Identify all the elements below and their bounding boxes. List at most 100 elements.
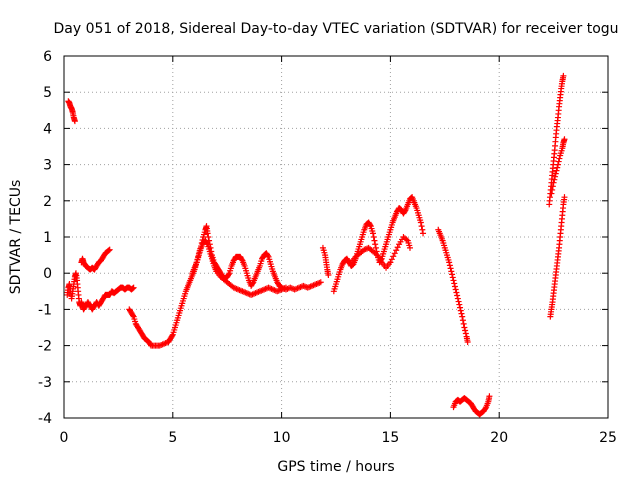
data-point	[317, 279, 324, 286]
data-point	[446, 259, 453, 266]
data-point	[457, 307, 464, 314]
data-point	[486, 393, 493, 400]
data-point	[367, 221, 374, 228]
data-point	[453, 289, 460, 296]
data-point	[548, 190, 555, 197]
data-point	[451, 280, 458, 287]
y-tick-label: 2	[43, 194, 52, 210]
data-point	[129, 312, 136, 319]
data-point	[560, 72, 567, 79]
data-point	[105, 247, 112, 254]
data-point	[553, 167, 560, 174]
data-point	[406, 244, 413, 251]
data-point	[462, 330, 469, 337]
y-tick-label: -2	[38, 339, 52, 355]
data-point	[225, 271, 232, 278]
data-point	[388, 256, 395, 263]
data-point	[288, 285, 295, 292]
data-point	[420, 230, 427, 237]
data-point	[550, 179, 557, 186]
x-tick-label: 5	[168, 430, 177, 446]
x-tick-labels: 0 5 10 15 20 25	[60, 430, 617, 446]
data-point	[205, 234, 212, 240]
data-point	[401, 208, 408, 215]
data-point	[482, 405, 489, 412]
y-tick-label: 6	[43, 49, 52, 65]
data-point	[549, 183, 556, 190]
data-point	[129, 285, 136, 292]
data-point	[372, 244, 379, 251]
data-point	[462, 327, 469, 334]
data-point	[451, 283, 458, 290]
data-point	[549, 186, 556, 193]
data-point	[390, 253, 397, 260]
grid-lines	[64, 56, 608, 418]
data-point	[371, 237, 378, 244]
data-point	[418, 223, 425, 230]
data-point	[460, 320, 467, 327]
data-point	[561, 194, 568, 201]
x-axis-label: GPS time / hours	[277, 459, 394, 475]
y-tick-label: 0	[43, 266, 52, 282]
data-point	[370, 234, 377, 240]
data-point	[264, 252, 271, 259]
data-point	[282, 284, 289, 291]
y-tick-label: 4	[43, 121, 52, 137]
x-tick-label: 20	[490, 430, 508, 446]
y-tick-label: 1	[43, 230, 52, 246]
y-tick-label: 5	[43, 85, 52, 101]
data-point	[301, 283, 308, 290]
data-point	[455, 298, 462, 305]
y-tick-label: 3	[43, 158, 52, 174]
y-axis-label: SDTVAR / TECUs	[8, 180, 24, 295]
data-point	[238, 256, 245, 263]
y-tick-label: -1	[38, 302, 52, 318]
data-point	[459, 313, 466, 320]
data-point	[459, 317, 466, 324]
data-point	[449, 274, 456, 281]
data-point	[554, 161, 561, 168]
data-point	[394, 244, 401, 251]
x-tick-label: 10	[273, 430, 291, 446]
data-point	[325, 272, 332, 279]
data-point	[556, 155, 563, 162]
data-point	[393, 247, 400, 254]
data-point	[452, 286, 459, 293]
data-point	[457, 304, 464, 311]
plot-frame	[63, 55, 609, 419]
y-tick-label: -3	[38, 375, 52, 391]
data-point	[391, 250, 398, 257]
data-point	[106, 246, 113, 253]
chart-title: Day 051 of 2018, Sidereal Day-to-day VTE…	[53, 21, 618, 37]
data-point	[419, 226, 426, 233]
data-point	[454, 292, 461, 299]
data-point	[449, 271, 456, 278]
data-point	[372, 241, 379, 248]
data-point	[446, 262, 453, 269]
y-tick-labels: -4 -3 -2 -1 0 1 2 3 4 5 6	[38, 49, 52, 427]
y-tick-label: -4	[38, 411, 52, 427]
data-point	[464, 338, 471, 345]
data-point	[461, 324, 468, 331]
data-point	[169, 332, 176, 339]
data-point	[561, 136, 568, 143]
data-point	[204, 230, 211, 237]
data-point	[249, 280, 256, 287]
data-point	[447, 265, 454, 272]
data-point	[458, 310, 465, 317]
data-point	[555, 158, 562, 165]
data-point	[450, 277, 457, 284]
data-point	[417, 219, 424, 226]
data-point	[203, 240, 210, 247]
data-point	[456, 301, 463, 308]
data-point	[369, 230, 376, 237]
data-point	[71, 118, 78, 125]
x-tick-label: 15	[381, 430, 399, 446]
data-point	[387, 259, 394, 266]
data-point	[551, 176, 558, 183]
data-points	[64, 72, 568, 418]
data-point	[130, 284, 137, 291]
x-tick-label: 0	[60, 430, 69, 446]
data-point	[554, 164, 561, 171]
x-tick-label: 25	[599, 430, 617, 446]
